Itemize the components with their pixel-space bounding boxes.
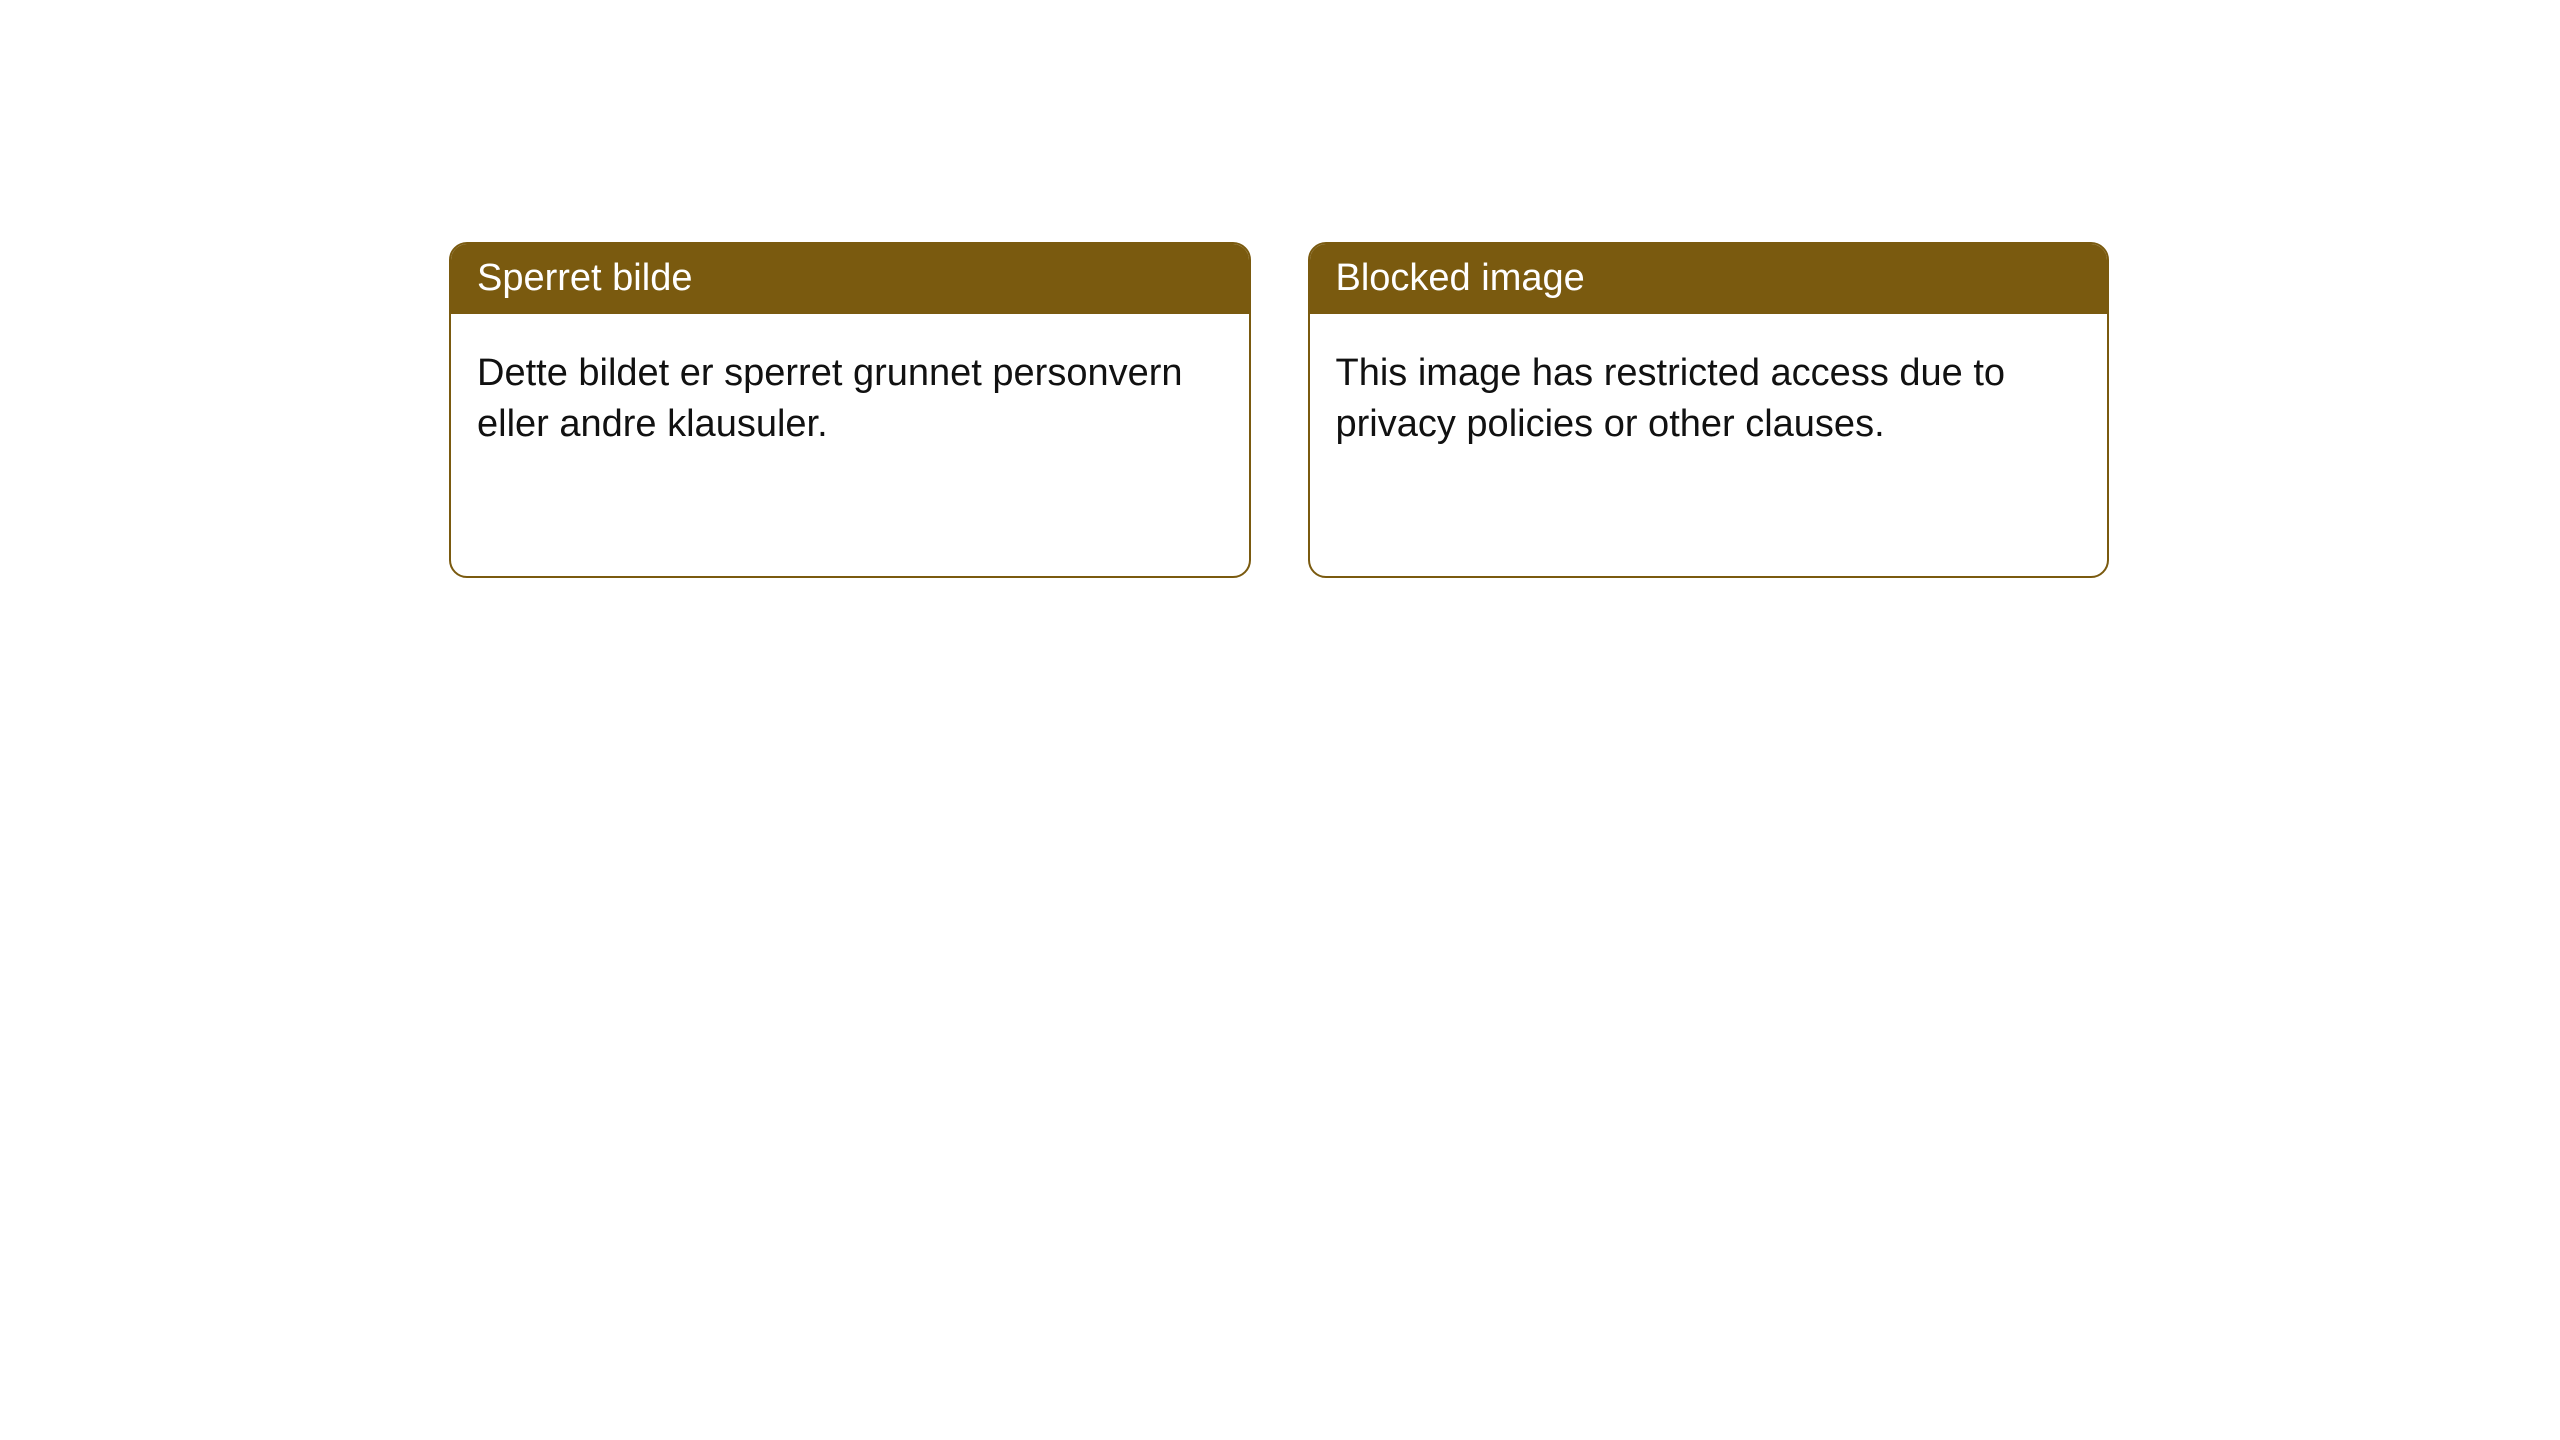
notice-cards-row: Sperret bilde Dette bildet er sperret gr… bbox=[449, 242, 2109, 578]
notice-card-norwegian: Sperret bilde Dette bildet er sperret gr… bbox=[449, 242, 1251, 578]
notice-card-english: Blocked image This image has restricted … bbox=[1308, 242, 2110, 578]
card-title-english: Blocked image bbox=[1310, 244, 2108, 314]
card-title-norwegian: Sperret bilde bbox=[451, 244, 1249, 314]
card-body-english: This image has restricted access due to … bbox=[1310, 314, 2108, 485]
card-body-norwegian: Dette bildet er sperret grunnet personve… bbox=[451, 314, 1249, 485]
